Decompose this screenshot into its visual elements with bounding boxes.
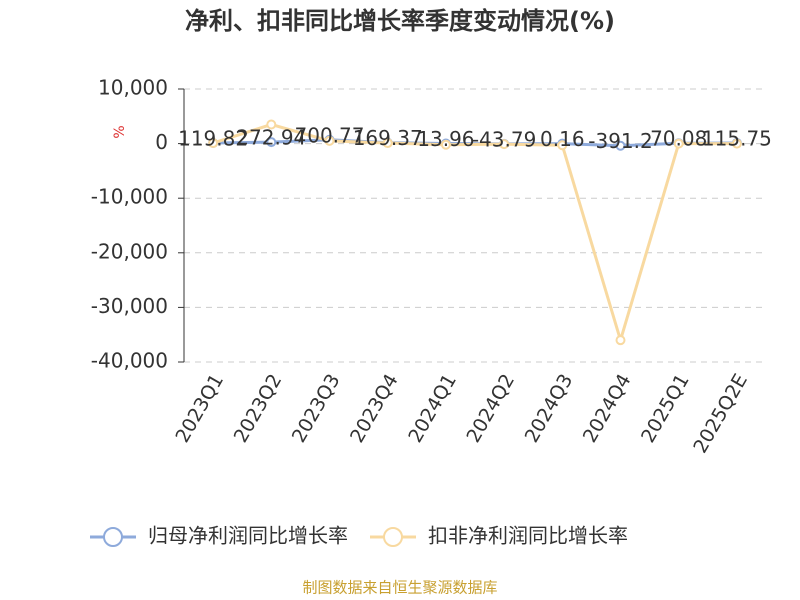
data-label: -43.79: [472, 127, 536, 151]
x-tick-label: 2024Q2: [462, 370, 519, 446]
y-tick-label: -30,000: [91, 294, 168, 318]
legend-marker: [103, 527, 123, 547]
point: [731, 138, 742, 149]
source-note: 制图数据来自恒生聚源数据库: [302, 579, 497, 597]
data-label: 700.77: [295, 123, 365, 147]
point: [266, 137, 277, 148]
point: [615, 335, 626, 346]
point: [208, 138, 219, 149]
point: [499, 139, 510, 150]
y-tick-label: -40,000: [91, 349, 168, 373]
legend-label: 归母净利润同比增长率: [148, 524, 348, 548]
data-label: 169.37: [353, 126, 423, 150]
x-tick-label: 2025Q2E: [689, 370, 752, 457]
point: [382, 138, 393, 149]
point: [266, 119, 277, 130]
y-tick-label: 10,000: [98, 76, 168, 100]
x-tick-label: 2024Q3: [521, 370, 578, 446]
data-label: 272.94: [236, 126, 306, 150]
y-tick-label: -10,000: [91, 185, 168, 209]
point: [673, 138, 684, 149]
x-tick-label: 2023Q4: [346, 370, 403, 446]
data-label: 115.75: [702, 126, 772, 150]
data-label: 70.08: [650, 127, 707, 151]
point: [440, 139, 451, 150]
x-tick-label: 2023Q1: [171, 370, 228, 446]
legend-label: 扣非净利润同比增长率: [428, 524, 628, 548]
data-label: 13.96: [417, 127, 474, 151]
data-label: 0.16: [540, 127, 585, 151]
point: [557, 140, 568, 151]
x-tick-label: 2024Q1: [404, 370, 461, 446]
x-tick-label: 2024Q4: [579, 370, 636, 446]
x-tick-label: 2023Q2: [230, 370, 287, 446]
data-label: -391.2: [588, 129, 652, 153]
series-line: [212, 122, 737, 346]
y-axis-label: %: [112, 125, 128, 138]
y-tick-label: 0: [155, 130, 168, 154]
chart-title: 净利、扣非同比增长率季度变动情况(%): [185, 7, 615, 35]
point: [615, 140, 626, 151]
y-tick-label: -20,000: [91, 239, 168, 263]
point: [324, 135, 335, 146]
data-label: 119.82: [178, 126, 248, 150]
x-tick-label: 2025Q1: [637, 370, 694, 446]
x-tick-label: 2023Q3: [288, 370, 345, 446]
legend-marker: [383, 527, 403, 547]
